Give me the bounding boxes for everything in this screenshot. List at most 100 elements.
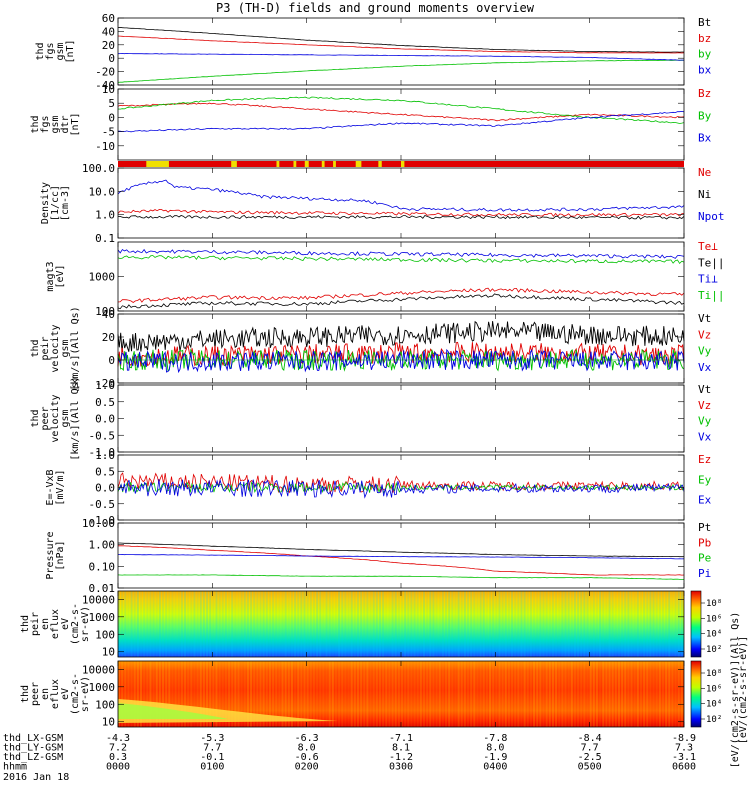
spectrogram-texture xyxy=(608,591,611,657)
spectrogram-texture xyxy=(303,661,306,727)
spectrogram-texture xyxy=(602,661,605,727)
spectrogram-texture xyxy=(529,591,532,657)
y-tick-label: 60 xyxy=(102,12,115,25)
spectrogram-texture xyxy=(624,661,627,727)
y-axis-label: [cm-3] xyxy=(60,185,71,221)
spectrogram-texture xyxy=(262,591,265,657)
spectrogram-texture xyxy=(542,591,545,657)
ephemeris-value: 0100 xyxy=(200,762,224,773)
spectrogram-texture xyxy=(539,661,542,727)
y-axis-label: thd xyxy=(30,339,41,357)
spectrogram-texture xyxy=(347,661,350,727)
spectrogram-texture xyxy=(231,661,234,727)
spectrogram-texture xyxy=(334,661,337,727)
spectrogram-texture xyxy=(127,661,130,727)
ephemeris-value: 0600 xyxy=(672,762,696,773)
legend-Te⊥: Te⊥ xyxy=(698,240,718,253)
spectrogram-texture xyxy=(674,591,677,657)
series-Vt xyxy=(117,320,685,353)
spectrogram-texture xyxy=(366,591,369,657)
spectrogram-texture xyxy=(401,591,403,657)
spectrogram-texture xyxy=(193,661,196,727)
spectrogram-texture xyxy=(492,591,495,657)
spectrogram-texture xyxy=(416,661,419,727)
y-tick-label: 10.00 xyxy=(82,517,115,530)
legend-Vt: Vt xyxy=(698,383,711,396)
spectrogram-texture xyxy=(661,591,664,657)
spectrogram-texture xyxy=(287,661,290,727)
legend-Vt: Vt xyxy=(698,312,711,325)
spectrogram-texture xyxy=(646,591,649,657)
spectrogram-texture xyxy=(215,591,218,657)
spectrogram-texture xyxy=(221,661,224,727)
ephemeris-value: -8.9 xyxy=(672,733,696,744)
spectrogram-texture xyxy=(378,591,381,657)
y-tick-label: -1.0 xyxy=(89,446,116,459)
spectrogram-texture xyxy=(520,661,523,727)
spectrogram-texture xyxy=(655,661,658,727)
y-tick-label: -5 xyxy=(102,126,115,139)
spectrogram-texture xyxy=(445,661,448,727)
spectrogram-texture xyxy=(451,661,454,727)
spectrogram-texture xyxy=(586,661,589,727)
ephemeris-value: 8.0 xyxy=(298,743,316,754)
spectrogram-texture xyxy=(133,661,136,727)
spectrogram-texture xyxy=(356,661,359,727)
legend-Vx: Vx xyxy=(698,361,712,374)
series-Ex xyxy=(117,478,685,499)
spectrogram-texture xyxy=(429,591,432,657)
spectrogram-texture xyxy=(492,661,495,727)
legend-Ti||: Ti|| xyxy=(698,289,725,302)
spectrogram-texture xyxy=(184,661,187,727)
ephemeris-value: 7.7 xyxy=(581,743,599,754)
y-axis-label: [eV] xyxy=(55,264,66,288)
legend-Vz: Vz xyxy=(698,399,711,412)
spectrogram-texture xyxy=(570,591,573,657)
chart-title: P3 (TH-D) fields and ground moments over… xyxy=(216,1,534,15)
spectrogram-texture xyxy=(407,591,410,657)
spectrogram-texture xyxy=(551,661,554,727)
spectrogram-texture xyxy=(278,661,281,727)
legend-Ti⊥: Ti⊥ xyxy=(698,273,718,286)
spectrogram-texture xyxy=(228,661,231,727)
ephemeris-value: 0000 xyxy=(106,762,130,773)
y-tick-label: -0.5 xyxy=(89,498,116,511)
y-tick-label: 100 xyxy=(95,698,115,711)
spectrogram-texture xyxy=(124,661,127,727)
spectrogram-texture xyxy=(441,661,444,727)
spectrogram-texture xyxy=(290,661,293,727)
legend-Ex: Ex xyxy=(698,494,712,507)
spectrogram-texture xyxy=(592,661,595,727)
y-tick-label: 1000 xyxy=(89,271,116,284)
spectrogram-texture xyxy=(407,661,410,727)
spectrogram-texture xyxy=(256,661,259,727)
y-axis-label: [km/s](All Qs) xyxy=(70,306,81,390)
spectrogram-texture xyxy=(171,591,174,657)
y-axis-label: en xyxy=(40,688,51,700)
spectrogram-texture xyxy=(366,661,369,727)
spectrogram-texture xyxy=(312,591,315,657)
spectrogram-texture xyxy=(501,591,504,657)
spectrogram-texture xyxy=(140,591,143,657)
spectrogram-texture xyxy=(661,661,664,727)
spectrogram-texture xyxy=(627,661,630,727)
spectrogram-texture xyxy=(419,661,422,727)
spectrogram-texture xyxy=(171,661,174,727)
spectrogram-texture xyxy=(127,591,130,657)
ephemeris-value: -1.9 xyxy=(483,752,507,763)
spectrogram-texture xyxy=(435,661,438,727)
spectrogram-texture xyxy=(378,661,381,727)
spectrogram-texture xyxy=(253,661,256,727)
spectrogram-texture xyxy=(495,591,498,657)
spectrogram-texture xyxy=(331,591,334,657)
y-tick-label: 40 xyxy=(102,308,115,321)
spectrogram-texture xyxy=(602,591,605,657)
spectrogram-texture xyxy=(118,661,120,727)
mode-bar-segment xyxy=(231,161,237,167)
spectrogram-texture xyxy=(165,591,168,657)
spectrogram-texture xyxy=(485,661,488,727)
spectrogram-texture xyxy=(451,591,454,657)
spectrogram-texture xyxy=(520,591,523,657)
legend-Vz: Vz xyxy=(698,328,711,341)
